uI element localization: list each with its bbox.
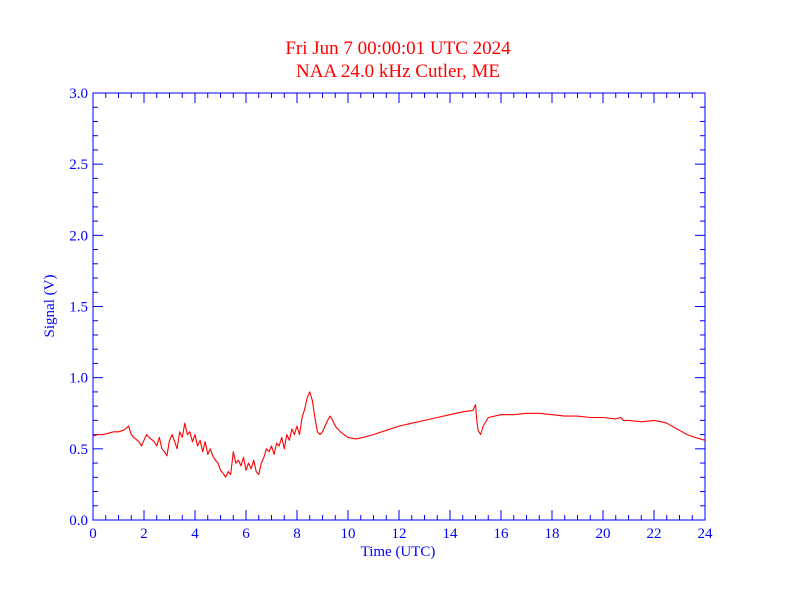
y-tick-label: 0.0 <box>69 513 88 529</box>
x-tick-label: 22 <box>647 526 662 542</box>
chart-subtitle: NAA 24.0 kHz Cutler, ME <box>296 61 500 82</box>
y-tick-label: 3.0 <box>69 86 88 102</box>
y-tick-label: 1.0 <box>69 371 88 387</box>
y-axis-label: Signal (V) <box>42 275 58 338</box>
x-tick-label: 2 <box>140 526 148 542</box>
plot-frame <box>92 92 706 521</box>
x-tick-label: 0 <box>89 526 97 542</box>
y-tick-label: 1.5 <box>69 300 88 316</box>
y-tick-labels: 0.0 0.5 1.0 1.5 2.0 2.5 3.0 <box>69 86 88 529</box>
x-tick-label: 16 <box>494 526 510 542</box>
x-tick-label: 18 <box>545 526 560 542</box>
series-group <box>92 391 706 478</box>
ticks-group <box>92 92 706 521</box>
y-tick-label: 2.5 <box>69 157 88 173</box>
x-tick-label: 4 <box>191 526 199 542</box>
x-tick-label: 14 <box>443 526 459 542</box>
x-tick-label: 6 <box>242 526 250 542</box>
x-tick-label: 12 <box>392 526 407 542</box>
x-axis-label: Time (UTC) <box>361 544 436 560</box>
x-tick-label: 10 <box>341 526 356 542</box>
y-tick-label: 0.5 <box>69 442 88 458</box>
x-tick-label: 8 <box>293 526 301 542</box>
signal-series-line <box>92 391 706 478</box>
x-tick-label: 20 <box>596 526 611 542</box>
x-tick-labels: 0 2 4 6 8 10 12 14 16 18 20 22 24 <box>89 526 713 542</box>
x-tick-label: 24 <box>698 526 714 542</box>
chart-title: Fri Jun 7 00:00:01 UTC 2024 <box>285 38 511 59</box>
y-tick-label: 2.0 <box>69 228 88 244</box>
